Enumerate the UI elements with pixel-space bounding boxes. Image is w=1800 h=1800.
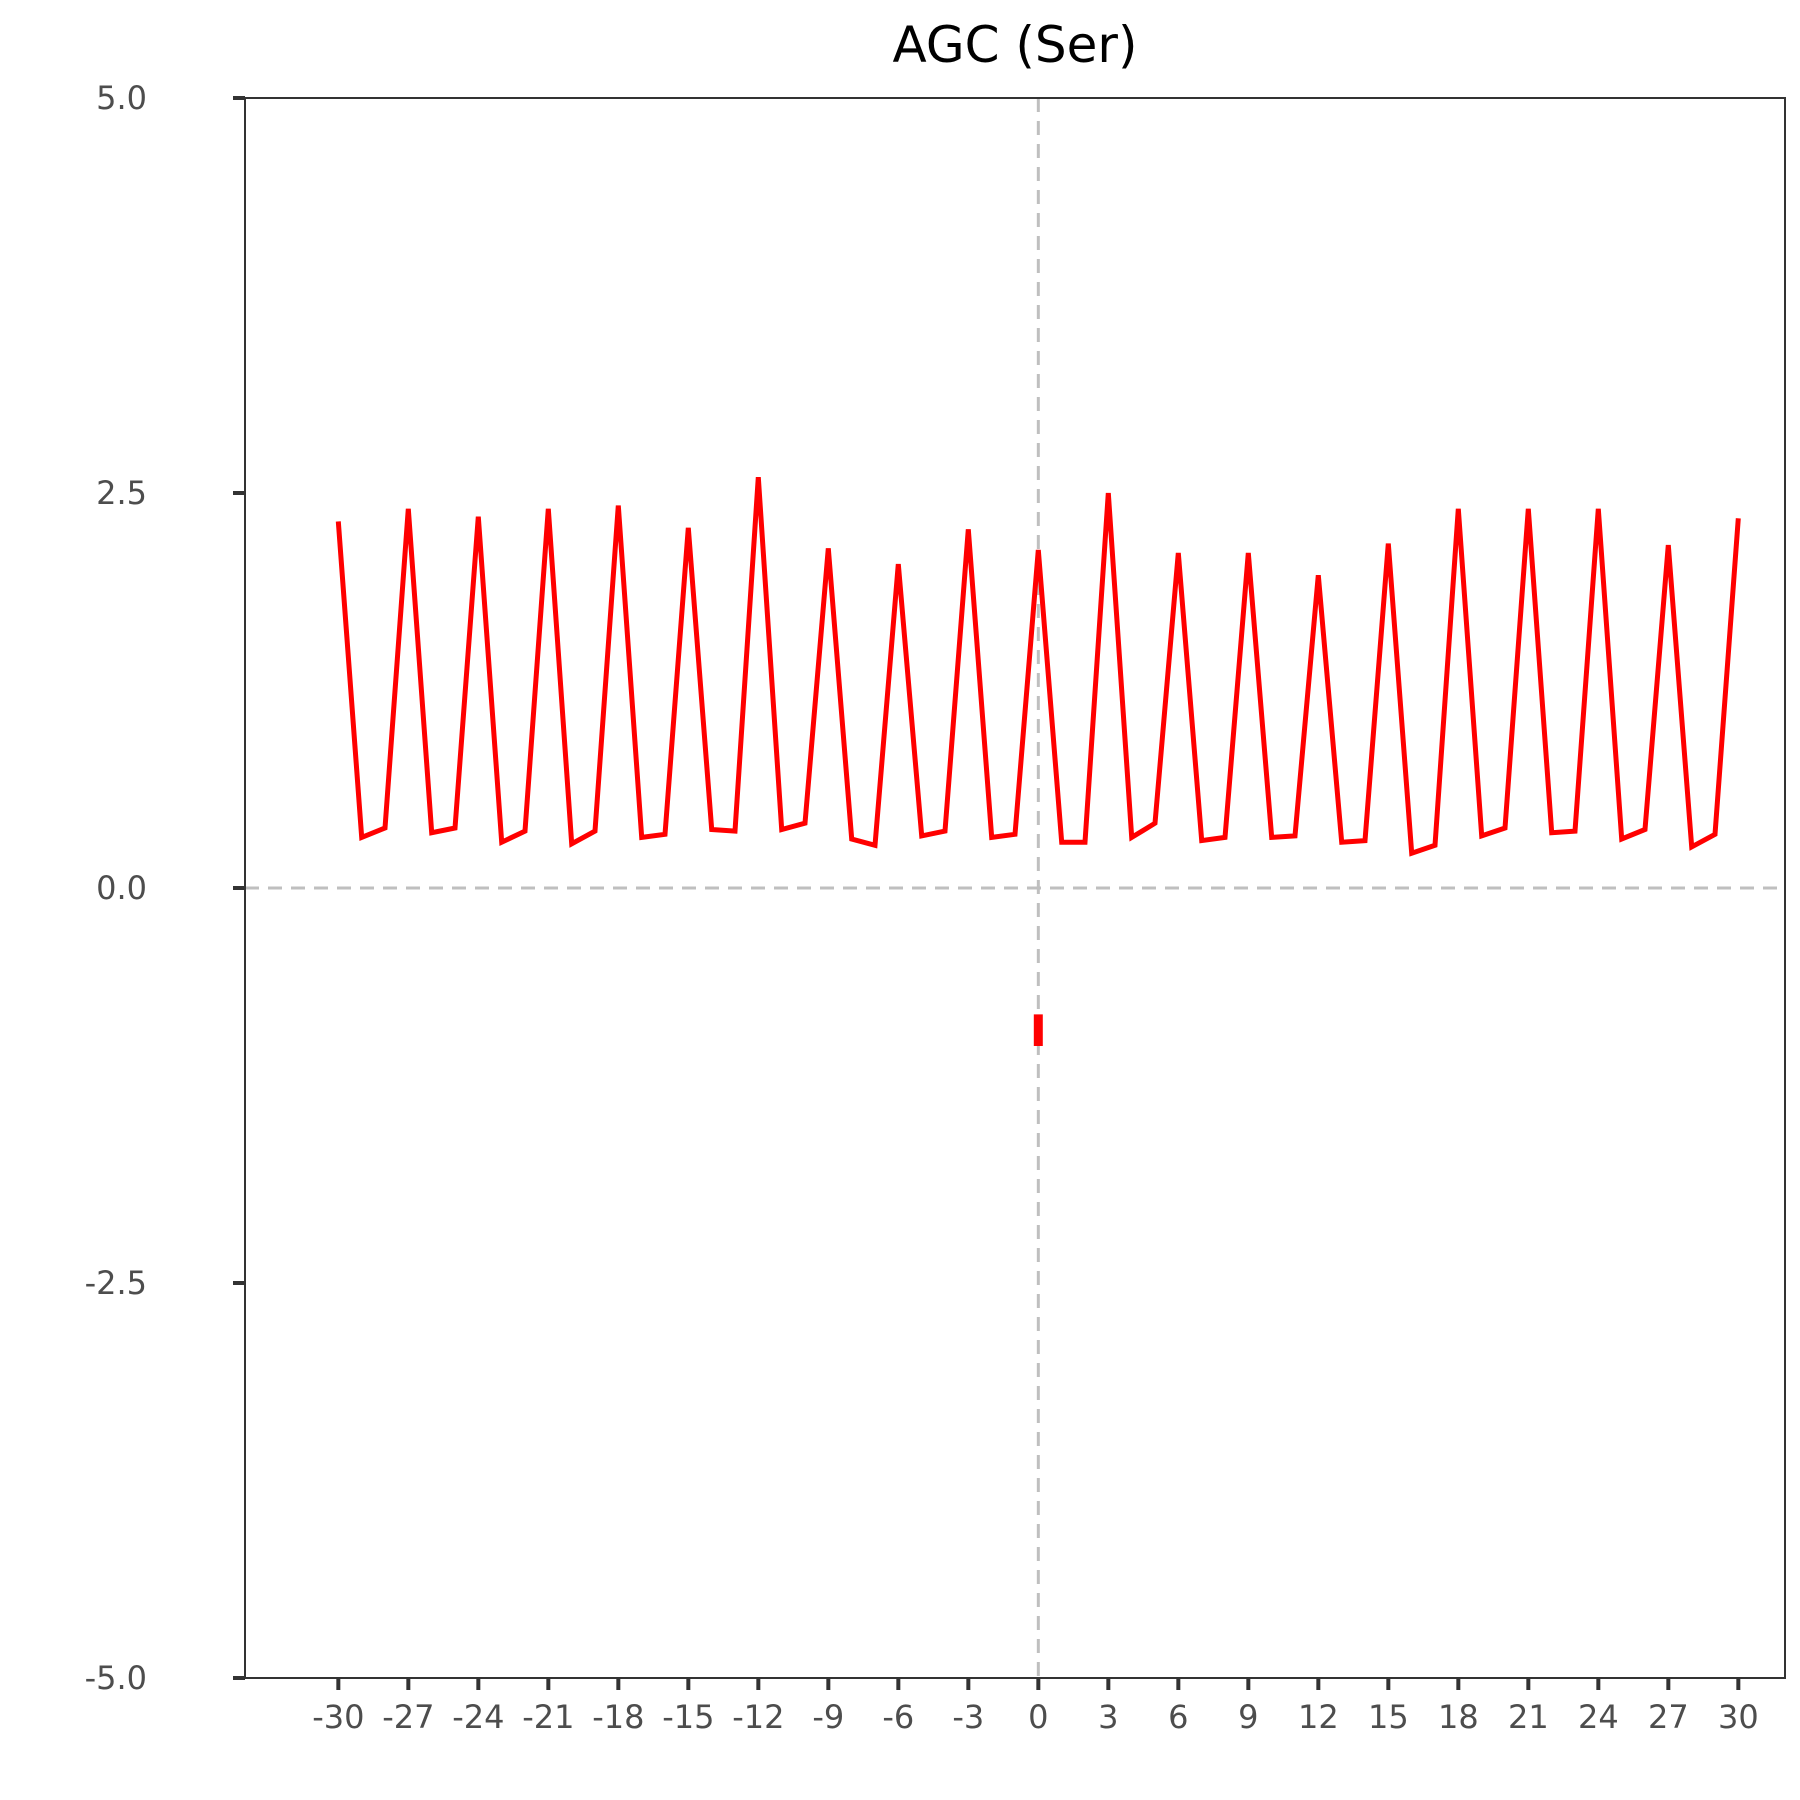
x-tick-label: -24: [452, 1698, 504, 1736]
y-tick-label: 5.0: [96, 79, 147, 117]
x-tick-label: -18: [592, 1698, 644, 1736]
x-tick-label: 18: [1438, 1698, 1479, 1736]
series-line-0: [335, 477, 1741, 857]
x-tick-label: -6: [882, 1698, 914, 1736]
y-tick-label: -2.5: [85, 1264, 147, 1302]
y-tick-label: 0.0: [96, 869, 147, 907]
x-tick-label: -9: [812, 1698, 844, 1736]
x-tick-label: 12: [1298, 1698, 1339, 1736]
x-tick-label: 24: [1578, 1698, 1619, 1736]
x-tick-label: -15: [662, 1698, 714, 1736]
x-tick-label: 27: [1648, 1698, 1689, 1736]
y-tick-label: 2.5: [96, 474, 147, 512]
x-tick-label: -3: [952, 1698, 984, 1736]
x-tick-label: 9: [1238, 1698, 1258, 1736]
x-tick-label: -27: [382, 1698, 434, 1736]
y-tick-label: -5.0: [85, 1659, 147, 1697]
chart-title: AGC (Ser): [893, 16, 1138, 74]
x-tick-label: 6: [1168, 1698, 1188, 1736]
x-tick-label: -21: [522, 1698, 574, 1736]
x-tick-label: 30: [1718, 1698, 1759, 1736]
x-tick-label: 0: [1028, 1698, 1048, 1736]
x-tick-label: 21: [1508, 1698, 1549, 1736]
x-tick-label: -12: [732, 1698, 784, 1736]
x-tick-label: -30: [312, 1698, 364, 1736]
x-tick-label: 15: [1368, 1698, 1409, 1736]
x-tick-label: 3: [1098, 1698, 1118, 1736]
